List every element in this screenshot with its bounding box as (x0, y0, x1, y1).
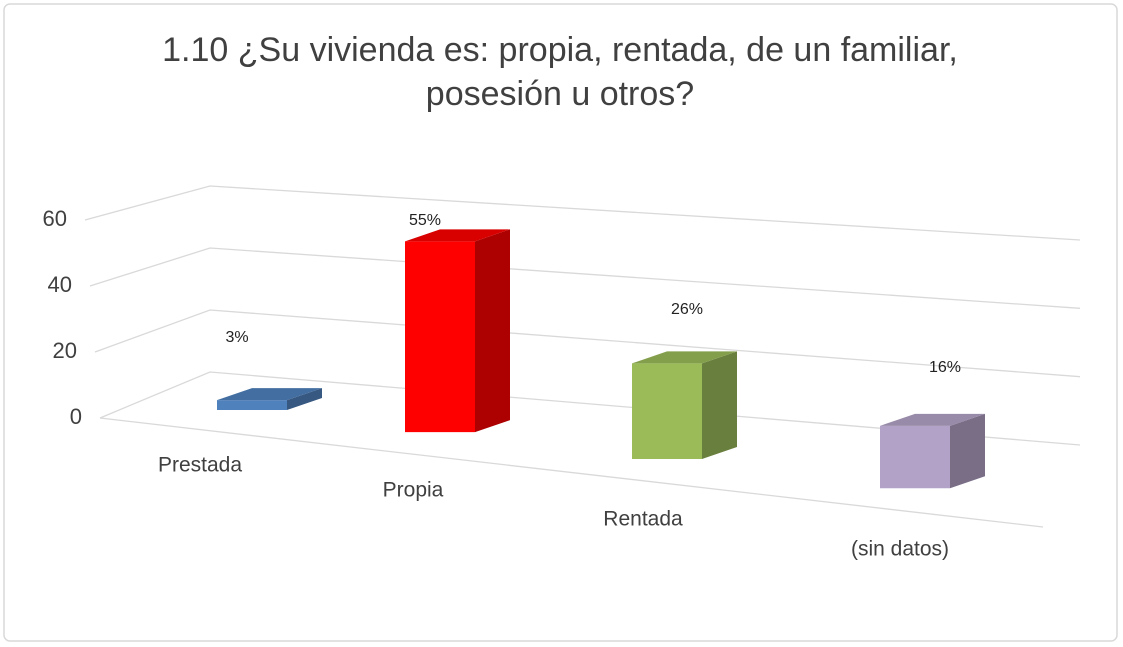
y-tick-label: 20 (53, 338, 77, 363)
bar-front (632, 363, 702, 459)
chart-title: 1.10 ¿Su vivienda es: propia, rentada, d… (162, 31, 958, 113)
bar-top (880, 413, 985, 426)
grid-line (94, 309, 1081, 378)
y-tick-label: 60 (43, 206, 67, 231)
value-label: 26% (671, 301, 703, 318)
bar-side (475, 229, 510, 433)
bar-side (287, 388, 322, 410)
bar-front (880, 425, 950, 489)
chart-border (3, 3, 1118, 642)
x-tick-label: (sin datos) (851, 538, 949, 561)
x-tick-label: Rentada (603, 508, 683, 531)
value-label: 16% (929, 359, 961, 376)
grid-line (84, 185, 1081, 241)
bar-top (632, 351, 737, 364)
bar-side (702, 351, 737, 459)
floor-edge (99, 417, 1044, 528)
value-label: 3% (225, 329, 248, 346)
y-tick-label: 0 (70, 404, 82, 429)
bar-front (405, 241, 475, 433)
grid-line (99, 371, 1081, 446)
bar-front (217, 400, 287, 410)
value-label: 55% (409, 212, 441, 229)
bar-side (950, 413, 985, 489)
y-tick-label: 40 (48, 272, 72, 297)
bar-top (217, 388, 322, 401)
x-tick-label: Prestada (158, 454, 242, 477)
bar-top (405, 229, 510, 242)
x-tick-label: Propia (383, 479, 444, 502)
grid-line (89, 247, 1081, 309)
